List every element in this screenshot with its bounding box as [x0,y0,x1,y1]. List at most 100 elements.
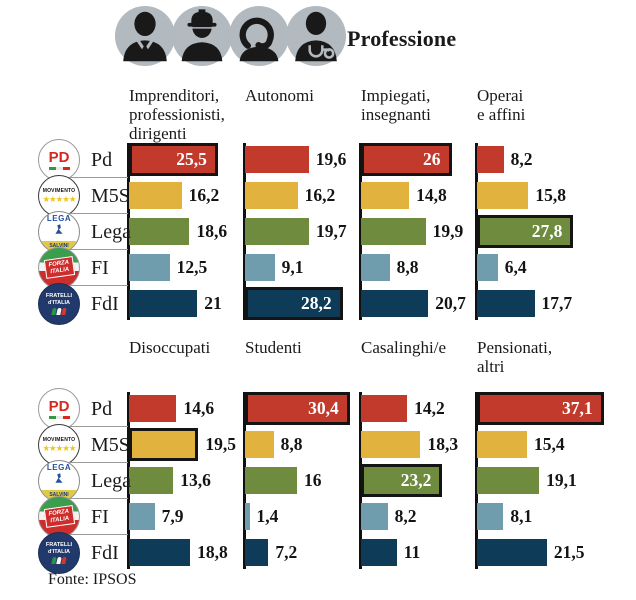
bar-Pd: 25,5 [129,143,218,176]
m5s-logo-text: MOVIMENTO [42,437,76,444]
group-header: Pensionati, altri [477,338,553,377]
tricolor-flame-icon [51,308,67,316]
fdi-logo: FRATELLI d'ITALIA [38,283,80,325]
fdi-logo: FRATELLI d'ITALIA [38,532,80,574]
row-separator [50,534,128,535]
axis-line [475,143,478,320]
group-header: Studenti [245,338,302,357]
pd-logo: PD [38,139,80,181]
bar-value: 27,8 [531,221,563,241]
warrior-icon [55,473,63,483]
fdi-logo-line1: FRATELLI [45,541,73,548]
call-operator-icon [228,5,290,67]
bar-value: 8,2 [394,506,417,526]
bar-Lega: 19,9 [361,218,463,245]
group-header: Casalinghi/e [361,338,446,357]
lega-logo-text: LEGA [46,214,72,223]
bar-Pd: 19,6 [245,146,346,173]
bar-FdI: 28,2 [245,287,343,320]
bar-value: 23,2 [400,470,432,490]
bar-FdI: 7,2 [245,539,297,566]
party-name: M5S [91,184,130,207]
row-separator [50,426,128,427]
bar-value: 8,8 [396,257,419,277]
bar-Lega: 23,2 [361,464,443,497]
bar-value: 14,8 [416,185,447,205]
axis-line [359,143,362,320]
bar-value: 18,3 [427,434,459,454]
bar-value: 1,4 [256,506,279,526]
bar-FI: 7,9 [129,503,184,530]
bar-FI: 8,2 [361,503,417,530]
warrior-icon [55,224,63,234]
lega-logo: LEGA SALVINI [38,211,80,253]
group-header: Autonomi [245,86,314,105]
bar-value: 14,2 [414,398,445,418]
party-row-FdI: FRATELLI d'ITALIA FdI [38,532,130,574]
bar-M5S: 15,8 [477,182,566,209]
party-name: Pd [91,148,113,171]
bar-FI: 6,4 [477,254,527,281]
party-row-FdI: FRATELLI d'ITALIA FdI [38,283,130,325]
row-separator [50,498,128,499]
bar-value: 20,7 [435,293,466,313]
fi-logo-text: FORZA ITALIA [43,505,75,529]
row-separator [50,285,128,286]
bar-value: 19,1 [546,470,577,490]
bar-M5S: 16,2 [129,182,219,209]
bar-value: 9,1 [281,257,304,277]
row-separator [50,462,128,463]
party-row-FI: FORZA ITALIA FI [38,247,130,289]
group-header: Disoccupati [129,338,211,357]
bar-Lega: 18,6 [129,218,227,245]
doctor-icon [285,5,347,67]
axis-line [475,392,478,569]
bar-value: 21,5 [553,542,585,562]
bar-FdI: 20,7 [361,290,466,317]
bar-Pd: 8,2 [477,146,533,173]
bar-value: 6,4 [504,257,527,277]
italian-tricolor [48,416,70,419]
page-title: Professione [347,26,457,51]
bar-FI: 1,4 [245,503,278,530]
bar-FdI: 17,7 [477,290,572,317]
bar-value: 15,4 [534,434,565,454]
bar-FI: 8,1 [477,503,532,530]
axis-line [127,392,130,569]
party-name: M5S [91,433,130,456]
lega-banner-text: SALVINI [39,241,79,252]
bar-value: 11 [403,542,421,562]
party-row-Pd: PD Pd [38,139,130,181]
bar-Pd: 30,4 [245,392,350,425]
fi-logo-line2: ITALIA [49,515,70,525]
group-header: Impiegati, insegnanti [361,86,431,125]
italian-tricolor [48,167,70,170]
bar-value: 18,8 [197,542,228,562]
axis-line [359,392,362,569]
pd-logo-text: PD [48,149,70,166]
party-name: Pd [91,397,113,420]
lega-logo-text: LEGA [46,463,72,472]
bar-value: 19,5 [205,434,236,454]
party-name: FdI [91,292,119,315]
party-row-M5S: MOVIMENTO ★★★★★ M5S [38,175,130,217]
fi-logo: FORZA ITALIA [38,496,80,538]
m5s-logo: MOVIMENTO ★★★★★ [38,175,80,217]
bar-value: 21 [204,293,222,313]
bar-FdI: 18,8 [129,539,228,566]
m5s-logo-text: MOVIMENTO [42,188,76,195]
party-row-Lega: LEGA SALVINI Lega [38,211,131,253]
party-name: FI [91,256,109,279]
bar-value: 18,6 [196,221,228,241]
bar-value: 16 [304,470,322,490]
pd-logo: PD [38,388,80,430]
party-row-FI: FORZA ITALIA FI [38,496,130,538]
five-stars-icon: ★★★★★ [42,443,76,454]
bar-M5S: 8,8 [245,431,302,458]
bar-FdI: 11 [361,539,420,566]
bar-FI: 9,1 [245,254,303,281]
bar-FI: 12,5 [129,254,207,281]
bar-FdI: 21 [129,290,222,317]
party-name: Lega [91,469,131,492]
